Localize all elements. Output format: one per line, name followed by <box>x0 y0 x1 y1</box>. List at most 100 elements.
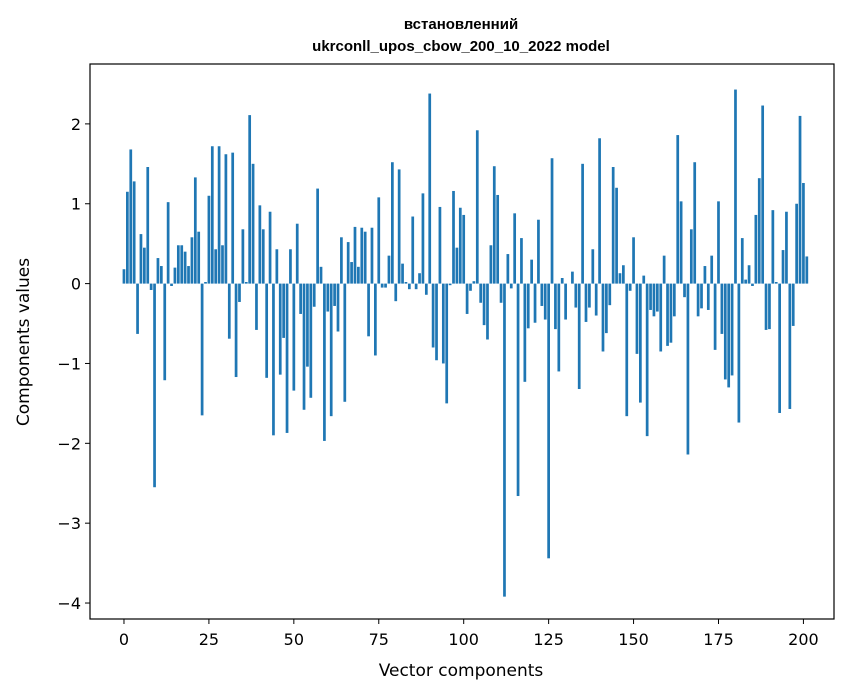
bar <box>370 227 374 284</box>
bar <box>241 229 245 284</box>
bar <box>295 223 299 284</box>
bar <box>183 251 187 284</box>
bar <box>353 226 357 284</box>
bar <box>751 283 754 286</box>
bar <box>176 245 180 284</box>
bar <box>791 283 795 326</box>
bar <box>754 214 758 284</box>
bar <box>292 283 296 391</box>
bar <box>625 283 629 417</box>
bar <box>608 283 612 306</box>
bar <box>540 283 544 306</box>
bar <box>387 255 391 284</box>
bar <box>265 283 269 378</box>
bar <box>788 283 792 409</box>
bar <box>683 283 686 298</box>
bar <box>560 278 564 284</box>
bar <box>391 162 394 284</box>
bar <box>520 238 523 284</box>
bar <box>414 283 418 290</box>
bar <box>737 283 741 423</box>
bar <box>363 231 367 284</box>
bar <box>374 283 377 356</box>
bar <box>594 283 598 316</box>
bar <box>384 283 387 288</box>
bar <box>214 249 218 284</box>
bar <box>289 249 292 284</box>
bar <box>727 283 731 388</box>
bar <box>693 162 697 284</box>
bar <box>574 283 578 308</box>
bar <box>645 283 649 437</box>
x-tick-label: 100 <box>448 630 479 649</box>
bar <box>588 283 591 308</box>
bar <box>438 206 442 284</box>
bar <box>350 262 353 284</box>
bar <box>129 149 133 284</box>
bar <box>744 279 748 284</box>
bar <box>309 283 313 398</box>
bar <box>316 188 319 284</box>
bar <box>506 254 510 284</box>
bar <box>278 283 282 375</box>
bar <box>469 283 472 291</box>
bar <box>747 265 751 284</box>
bar <box>163 283 167 381</box>
bar <box>642 275 646 284</box>
bar <box>486 283 489 340</box>
bar <box>367 283 370 337</box>
bar <box>248 115 252 284</box>
bar <box>227 283 231 339</box>
bar <box>516 283 520 497</box>
bar <box>329 283 333 417</box>
bar <box>428 93 432 284</box>
bar <box>462 214 466 284</box>
bar <box>672 283 676 317</box>
bar <box>258 205 262 284</box>
bar <box>764 283 768 330</box>
bar <box>503 283 506 597</box>
bar <box>411 216 415 284</box>
bar <box>700 283 703 309</box>
bar <box>492 166 496 284</box>
bar <box>146 167 150 284</box>
bar <box>465 283 469 314</box>
bar <box>679 201 683 284</box>
bar <box>591 249 595 284</box>
bar <box>238 283 241 302</box>
bar <box>530 259 533 284</box>
bar <box>448 283 452 286</box>
y-tick-label: −2 <box>57 434 81 453</box>
bar <box>272 283 275 436</box>
bar <box>244 282 248 284</box>
y-tick-label: −3 <box>57 514 81 533</box>
bar <box>734 89 737 284</box>
bar <box>380 283 384 288</box>
bar <box>489 245 493 284</box>
bars-group <box>122 89 809 597</box>
bar <box>662 255 666 284</box>
bar <box>499 283 503 303</box>
bar <box>435 283 438 361</box>
bar <box>221 245 224 284</box>
bar <box>598 138 601 284</box>
bar <box>204 282 207 284</box>
bar <box>333 283 336 306</box>
bar <box>628 283 632 291</box>
bar <box>159 266 163 284</box>
bar <box>537 219 540 284</box>
x-tick-label: 125 <box>533 630 564 649</box>
bar <box>472 281 476 284</box>
bar <box>132 181 136 284</box>
bar <box>774 282 778 284</box>
bar <box>418 273 421 284</box>
bar <box>458 207 462 284</box>
bar <box>761 105 765 284</box>
bar <box>696 283 700 317</box>
bar <box>326 283 330 312</box>
bar <box>401 263 404 284</box>
bar <box>676 135 680 284</box>
bar <box>605 283 608 334</box>
bar <box>299 283 302 314</box>
